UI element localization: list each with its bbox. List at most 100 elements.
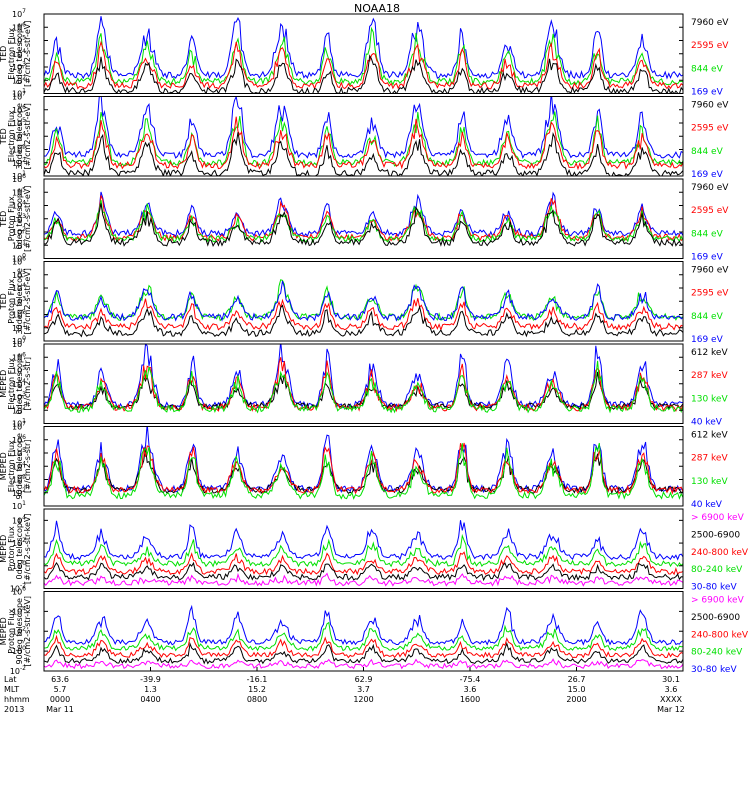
series-line-1 [44, 442, 683, 495]
legend-entry: 7960 eV [691, 18, 729, 28]
x-tick-mlt: 15.0 [568, 685, 586, 694]
legend-entry: 169 eV [691, 335, 724, 345]
legend-entry: 2500-6900 [691, 530, 740, 540]
y-tick-label: 100 [12, 253, 26, 264]
y-axis-label: MEPEDProton Flux0deg telescope[#/cm2-s-s… [0, 513, 32, 584]
series-line-2 [44, 551, 683, 576]
y-tick-label: 103 [12, 295, 26, 306]
x-tick-hhmm: 0000 [50, 695, 70, 704]
y-tick-label: 102 [12, 404, 26, 415]
series-line-3 [44, 621, 683, 652]
panels: 101 102 103 104 105 106 107 TEDElectron Flux0de… [0, 8, 749, 676]
legend-entry: 130 keV [691, 394, 728, 404]
y-tick-label: 102 [12, 226, 26, 237]
legend-entry: 612 keV [691, 348, 728, 358]
x-tick-mlt: 1.3 [144, 685, 157, 694]
x-tick-lat: 26.7 [568, 675, 586, 684]
legend-entry: 7960 eV [691, 183, 729, 193]
y-tick-label: 103 [12, 213, 26, 224]
series-line-3 [44, 344, 683, 410]
y-tick-label: 106 [12, 256, 26, 267]
y-tick-label: 107 [12, 421, 26, 432]
series-line-1 [44, 641, 683, 665]
y-tick-label: 101 [12, 500, 26, 511]
legend-entry: 169 eV [691, 170, 724, 180]
y-tick-label: 10-2 [10, 583, 26, 594]
legend-entry: 287 keV [691, 371, 728, 381]
x-tick-date: Mar 12 [657, 705, 685, 714]
y-tick-label: 104 [12, 378, 26, 389]
x-tick-date: Mar 11 [46, 705, 74, 714]
series-line-2 [44, 279, 683, 322]
y-tick-label: 105 [12, 117, 26, 128]
y-tick-label: 101 [12, 88, 26, 99]
x-row-label: hhmm [4, 695, 30, 704]
y-tick-label: 100 [12, 645, 26, 656]
series-line-4 [44, 520, 683, 561]
legend-entry: 40 keV [691, 500, 723, 510]
y-tick-label: 106 [12, 586, 26, 597]
y-tick-label: 107 [12, 8, 26, 19]
legend-entry: 2595 eV [691, 124, 729, 134]
legend-entry: 2595 eV [691, 206, 729, 216]
y-tick-label: 10-2 [10, 665, 26, 676]
y-tick-label: 102 [12, 487, 26, 498]
series-line-1 [44, 195, 683, 243]
y-tick-label: 104 [12, 200, 26, 211]
y-tick-label: 106 [12, 351, 26, 362]
series-line-3 [44, 96, 683, 159]
y-tick-label: 104 [12, 460, 26, 471]
y-tick-label: 100 [12, 335, 26, 346]
legend-entry: 844 eV [691, 147, 724, 157]
y-axis-label: MEPEDElectron Flux90deg telescope[#/cm2-… [0, 433, 32, 500]
x-row-label: Lat [4, 675, 17, 684]
y-tick-label: 104 [12, 130, 26, 141]
series-line-4 [44, 604, 683, 646]
y-tick-label: 103 [12, 144, 26, 155]
y-tick-label: 102 [12, 157, 26, 168]
y-tick-label: 101 [12, 418, 26, 429]
y-axis-label: MEPEDProton Flux90deg telescope[#/cm2-s-… [0, 596, 32, 667]
y-tick-label: 106 [12, 104, 26, 115]
legend-entry: 844 eV [691, 64, 724, 74]
legend-entry: 7960 eV [691, 101, 729, 111]
y-axis-label: TEDProton Flux30deg telescope[#/cm2-s-st… [0, 268, 32, 335]
y-tick-label: 103 [12, 474, 26, 485]
y-tick-label: 104 [12, 48, 26, 59]
legend-entry: > 6900 keV [691, 513, 745, 523]
y-tick-label: 104 [12, 282, 26, 293]
series-line-1 [44, 357, 683, 413]
y-tick-label: 105 [12, 365, 26, 376]
y-tick-label: 102 [12, 309, 26, 320]
legend-entry: > 6900 keV [691, 596, 745, 606]
y-tick-label: 102 [12, 537, 26, 548]
y-tick-label: 105 [12, 35, 26, 46]
series-line-0 [44, 572, 683, 587]
y-axis-label: TEDProton Flux0deg telescope[#/cm2-s-str… [0, 186, 32, 252]
y-tick-label: 106 [12, 173, 26, 184]
y-tick-label: 107 [12, 91, 26, 102]
x-tick-mlt: 3.6 [464, 685, 477, 694]
y-tick-label: 103 [12, 61, 26, 72]
legend-entry: 2595 eV [691, 41, 729, 51]
legend-entry: 169 eV [691, 88, 724, 98]
legend-entry: 2500-6900 [691, 613, 740, 623]
y-tick-label: 102 [12, 74, 26, 85]
y-tick-label: 106 [12, 434, 26, 445]
panel-frame [43, 178, 684, 259]
legend-entry: 7960 eV [691, 266, 729, 276]
legend-entry: 240-800 keV [691, 630, 749, 640]
x-tick-lat: 30.1 [662, 675, 680, 684]
series-line-3 [44, 280, 683, 322]
x-tick-mlt: 5.7 [54, 685, 67, 694]
legend-entry: 80-240 keV [691, 648, 743, 658]
y-tick-label: 100 [12, 560, 26, 571]
legend-entry: 612 keV [691, 431, 728, 441]
x-tick-hhmm: 1600 [460, 695, 480, 704]
panel-4: 101 102 103 104 105 106 107 MEPEDElectron Flux0… [0, 338, 728, 429]
y-tick-label: 107 [12, 338, 26, 349]
